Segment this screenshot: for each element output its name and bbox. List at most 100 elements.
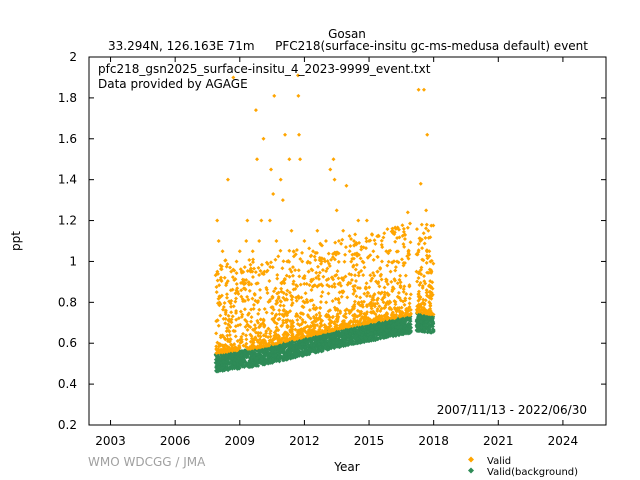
valid-point-195 — [376, 233, 381, 238]
valid-point-503 — [303, 291, 308, 296]
valid-point-416 — [256, 265, 261, 270]
background-point-2472 — [291, 346, 296, 351]
valid-point-642 — [317, 327, 322, 332]
valid-point-1526 — [371, 249, 376, 254]
background-point-2250 — [420, 329, 425, 334]
background-point-2130 — [398, 325, 403, 330]
location-label: 33.294N, 126.163E 71m — [108, 39, 255, 53]
valid-point-1417 — [246, 280, 251, 285]
valid-point-1518 — [341, 228, 346, 233]
valid-point-1284 — [298, 335, 303, 340]
valid-point-1245 — [422, 302, 427, 307]
background-point-2141 — [273, 347, 278, 352]
background-point-2414 — [419, 319, 424, 324]
valid-point-1455 — [373, 302, 378, 307]
valid-point-1392 — [336, 276, 341, 281]
valid-point-1379 — [377, 284, 382, 289]
valid-point-1448 — [306, 314, 311, 319]
valid-point-436 — [250, 260, 255, 265]
valid-point-1193 — [352, 299, 357, 304]
valid-point-1226 — [377, 313, 382, 318]
valid-point-1530 — [388, 269, 393, 274]
valid-point-1459 — [320, 256, 325, 261]
valid-point-1103 — [283, 318, 288, 323]
valid-point-18 — [329, 257, 334, 262]
x-tick-label-0: 2003 — [95, 434, 126, 448]
valid-point-847 — [244, 341, 249, 346]
background-point-2520 — [282, 343, 287, 348]
valid-point-1121 — [393, 278, 398, 283]
valid-point-795 — [285, 297, 290, 302]
valid-point-1054 — [401, 287, 406, 292]
background-point-2126 — [256, 363, 261, 368]
valid-point-618 — [424, 290, 429, 295]
valid-point-1495 — [278, 177, 283, 182]
valid-point-1123 — [265, 291, 270, 296]
valid-point-1001 — [371, 297, 376, 302]
background-point-2494 — [214, 353, 219, 358]
valid-point-1251 — [302, 300, 307, 305]
background-point-2491 — [368, 331, 373, 336]
background-point-2487 — [345, 342, 350, 347]
valid-point-778 — [399, 257, 404, 262]
valid-point-871 — [221, 316, 226, 321]
background-point-2431 — [287, 349, 292, 354]
valid-point-1528 — [379, 259, 384, 264]
background-point-2419 — [417, 315, 422, 320]
background-point-2474 — [326, 334, 331, 339]
valid-point-1204 — [217, 303, 222, 308]
valid-point-826 — [238, 340, 243, 345]
valid-point-1269 — [224, 283, 229, 288]
valid-point-1218 — [285, 323, 290, 328]
valid-point-556 — [252, 323, 257, 328]
background-point-2383 — [370, 327, 375, 332]
valid-point-1147 — [422, 274, 427, 279]
background-point-2502 — [278, 350, 283, 355]
background-point-2435 — [299, 352, 304, 357]
valid-point-801 — [323, 325, 328, 330]
valid-point-1337 — [223, 321, 228, 326]
valid-point-498 — [424, 253, 429, 258]
background-point-2510 — [296, 340, 301, 345]
valid-point-1286 — [362, 265, 367, 270]
valid-point-1516 — [334, 208, 339, 213]
valid-point-1022 — [278, 299, 283, 304]
valid-point-825 — [223, 310, 228, 315]
background-point-2333 — [415, 323, 420, 328]
background-point-2427 — [330, 334, 335, 339]
valid-point-1241 — [402, 313, 407, 318]
background-point-2452 — [338, 334, 343, 339]
valid-point-1499 — [287, 157, 292, 162]
valid-point-819 — [319, 294, 324, 299]
background-point-2466 — [258, 350, 263, 355]
valid-point-1135 — [375, 254, 380, 259]
valid-point-477 — [360, 314, 365, 319]
valid-point-1067 — [258, 287, 263, 292]
y-tick-label-0: 0.2 — [58, 418, 77, 432]
valid-point-888 — [375, 296, 380, 301]
background-point-2464 — [321, 342, 326, 347]
valid-point-797 — [320, 268, 325, 273]
valid-point-1126 — [264, 260, 269, 265]
valid-point-979 — [325, 266, 330, 271]
valid-point-1359 — [271, 289, 276, 294]
valid-point-534 — [425, 256, 430, 261]
valid-point-583 — [256, 311, 261, 316]
valid-point-372 — [364, 236, 369, 241]
valid-point-52 — [299, 295, 304, 300]
valid-point-1475 — [229, 269, 234, 274]
valid-point-1464 — [227, 348, 232, 353]
valid-point-1461 — [317, 282, 322, 287]
valid-point-1111 — [309, 277, 314, 282]
background-point-1627 — [430, 318, 435, 323]
valid-point-1184 — [363, 317, 368, 322]
background-point-2358 — [219, 363, 224, 368]
valid-point-169 — [230, 275, 235, 280]
valid-point-1117 — [264, 285, 269, 290]
valid-point-1108 — [327, 315, 332, 320]
valid-point-223 — [349, 277, 354, 282]
valid-point-779 — [248, 266, 253, 271]
valid-point-924 — [428, 301, 433, 306]
valid-point-973 — [268, 331, 273, 336]
background-point-2429 — [252, 360, 257, 365]
